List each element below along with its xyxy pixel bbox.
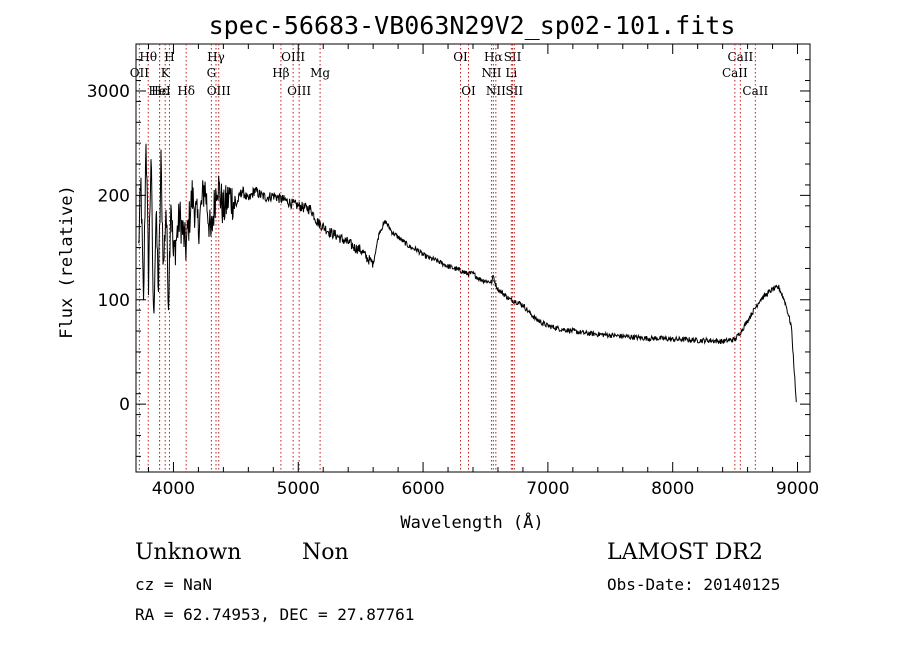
marker-label: SII <box>505 84 523 98</box>
marker-label: SII <box>504 50 522 64</box>
marker-label: NII <box>486 84 506 98</box>
x-tick-label: 5000 <box>277 479 320 499</box>
x-tick-label: 7000 <box>526 479 569 499</box>
marker-label: G <box>207 66 217 80</box>
marker-label: CaII <box>722 66 748 80</box>
object-subclass: Non <box>302 540 349 565</box>
marker-label: OIII <box>287 84 311 98</box>
marker-label: OI <box>453 50 468 64</box>
coordinates-text: RA = 62.74953, DEC = 27.87761 <box>135 605 414 624</box>
x-tick-label: 9000 <box>776 479 819 499</box>
redshift-text: cz = NaN <box>135 575 212 594</box>
object-class: Unknown <box>135 540 241 565</box>
marker-label: Hγ <box>207 50 225 64</box>
marker-label: Hε <box>151 84 168 98</box>
series-spectrum <box>138 143 797 403</box>
y-tick-label: 100 <box>98 291 130 311</box>
marker-label: Hβ <box>272 66 289 80</box>
x-tick-label: 6000 <box>401 479 444 499</box>
y-tick-label: 200 <box>98 186 130 206</box>
marker-label: Li <box>505 66 517 80</box>
marker-label: CaII <box>742 84 768 98</box>
marker-label: OIII <box>281 50 305 64</box>
chart-title: spec-56683-VB063N29V2_sp02-101.fits <box>209 11 736 40</box>
marker-label: H <box>164 50 174 64</box>
marker-label: CaII <box>727 50 753 64</box>
marker-label: NII <box>481 66 501 80</box>
plot-frame <box>135 43 811 473</box>
marker-label: HeI <box>148 84 171 98</box>
marker-label: K <box>161 66 171 80</box>
marker-label: OI <box>461 84 476 98</box>
marker-label: Hδ <box>177 84 195 98</box>
survey-name: LAMOST DR2 <box>607 540 763 565</box>
obs-date-text: Obs-Date: 20140125 <box>607 575 780 594</box>
y-axis-label: Flux (relative) <box>57 185 77 339</box>
marker-label: Hθ <box>139 50 157 64</box>
x-tick-label: 8000 <box>651 479 694 499</box>
axis-ticks: 4000 5000 6000 7000 8000 9000 0 100 200 3000 <box>87 44 819 499</box>
marker-label: OII <box>130 66 150 80</box>
y-tick-label: 0 <box>119 395 130 415</box>
marker-label: Mg <box>310 66 330 80</box>
y-tick-label: 3000 <box>87 82 130 102</box>
marker-label: Hα <box>484 50 503 64</box>
marker-label: OIII <box>207 84 231 98</box>
x-axis-label: Wavelength (Å) <box>400 511 543 533</box>
x-tick-label: 4000 <box>152 479 195 499</box>
